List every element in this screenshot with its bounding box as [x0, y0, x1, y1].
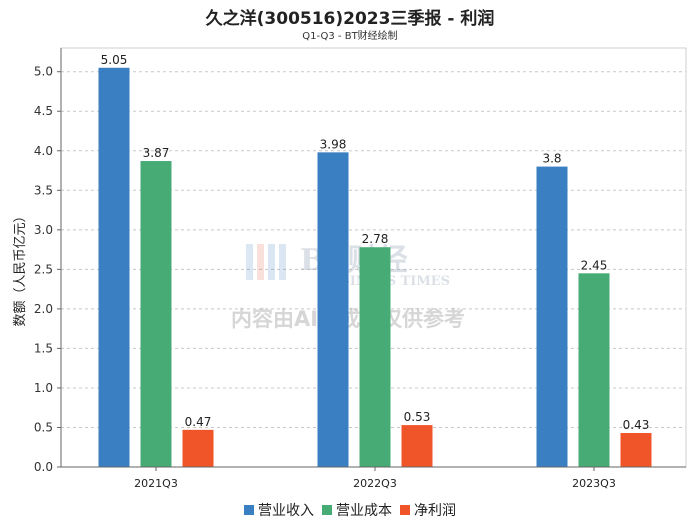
data-label: 0.47 — [185, 415, 212, 429]
bar-营业成本-2022Q3 — [359, 247, 391, 467]
y-tick-label: 0.0 — [34, 460, 53, 474]
y-tick-label: 1.0 — [34, 381, 53, 395]
data-label: 5.05 — [101, 53, 128, 67]
y-tick-label: 3.0 — [34, 223, 53, 237]
watermark-logo-text: BT财经 — [300, 243, 408, 278]
y-tick-label: 2.5 — [34, 262, 53, 276]
legend-swatch — [322, 505, 332, 515]
data-label: 0.53 — [404, 410, 431, 424]
watermark-logo-icon — [246, 244, 286, 280]
legend-item: 净利润 — [400, 500, 456, 520]
data-label: 2.45 — [581, 258, 608, 272]
data-label: 2.78 — [362, 232, 389, 246]
y-axis-label: 数额（人民币亿元） — [13, 209, 28, 326]
bar-净利润-2023Q3 — [620, 433, 652, 467]
legend-swatch — [244, 505, 254, 515]
bar-营业收入-2021Q3 — [98, 67, 130, 467]
y-tick-label: 5.0 — [34, 65, 53, 79]
x-tick-label: 2022Q3 — [353, 477, 397, 490]
bar-净利润-2021Q3 — [182, 429, 214, 467]
data-label: 0.43 — [623, 418, 650, 432]
chart-legend: 营业收入 营业成本 净利润 — [0, 500, 700, 520]
chart-subtitle: Q1-Q3 - BT财经绘制 — [302, 31, 398, 42]
bar-营业成本-2021Q3 — [140, 161, 172, 467]
legend-item: 营业收入 — [244, 500, 314, 520]
y-tick-label: 2.0 — [34, 302, 53, 316]
y-tick-label: 3.5 — [34, 183, 53, 197]
y-tick-label: 1.5 — [34, 341, 53, 355]
y-tick-label: 0.5 — [34, 420, 53, 434]
bar-营业收入-2023Q3 — [536, 166, 568, 467]
legend-item: 营业成本 — [322, 500, 392, 520]
chart-title: 久之洋(300516)2023三季报 - 利润 — [205, 9, 495, 29]
data-label: 3.87 — [143, 146, 170, 160]
data-label: 3.8 — [542, 152, 561, 166]
legend-label: 净利润 — [414, 503, 456, 519]
axes: 0.0 0.5 1.0 1.5 2.0 2.5 3.0 3.5 4.0 4.5 5.0 2021Q3 2… — [34, 47, 687, 490]
bar-营业收入-2022Q3 — [317, 152, 349, 467]
bar-营业成本-2023Q3 — [578, 273, 610, 467]
legend-swatch — [400, 505, 410, 515]
legend-label: 营业收入 — [258, 503, 314, 519]
data-label: 3.98 — [320, 137, 347, 151]
x-tick-label: 2023Q3 — [572, 477, 616, 490]
y-tick-label: 4.5 — [34, 104, 53, 118]
bar-净利润-2022Q3 — [401, 425, 433, 467]
x-tick-label: 2021Q3 — [134, 477, 178, 490]
legend-label: 营业成本 — [336, 503, 392, 519]
bars: 5.05 3.87 0.47 3.98 2.78 0.53 3.8 2.45 0.43 — [98, 53, 652, 467]
y-tick-label: 4.0 — [34, 144, 53, 158]
